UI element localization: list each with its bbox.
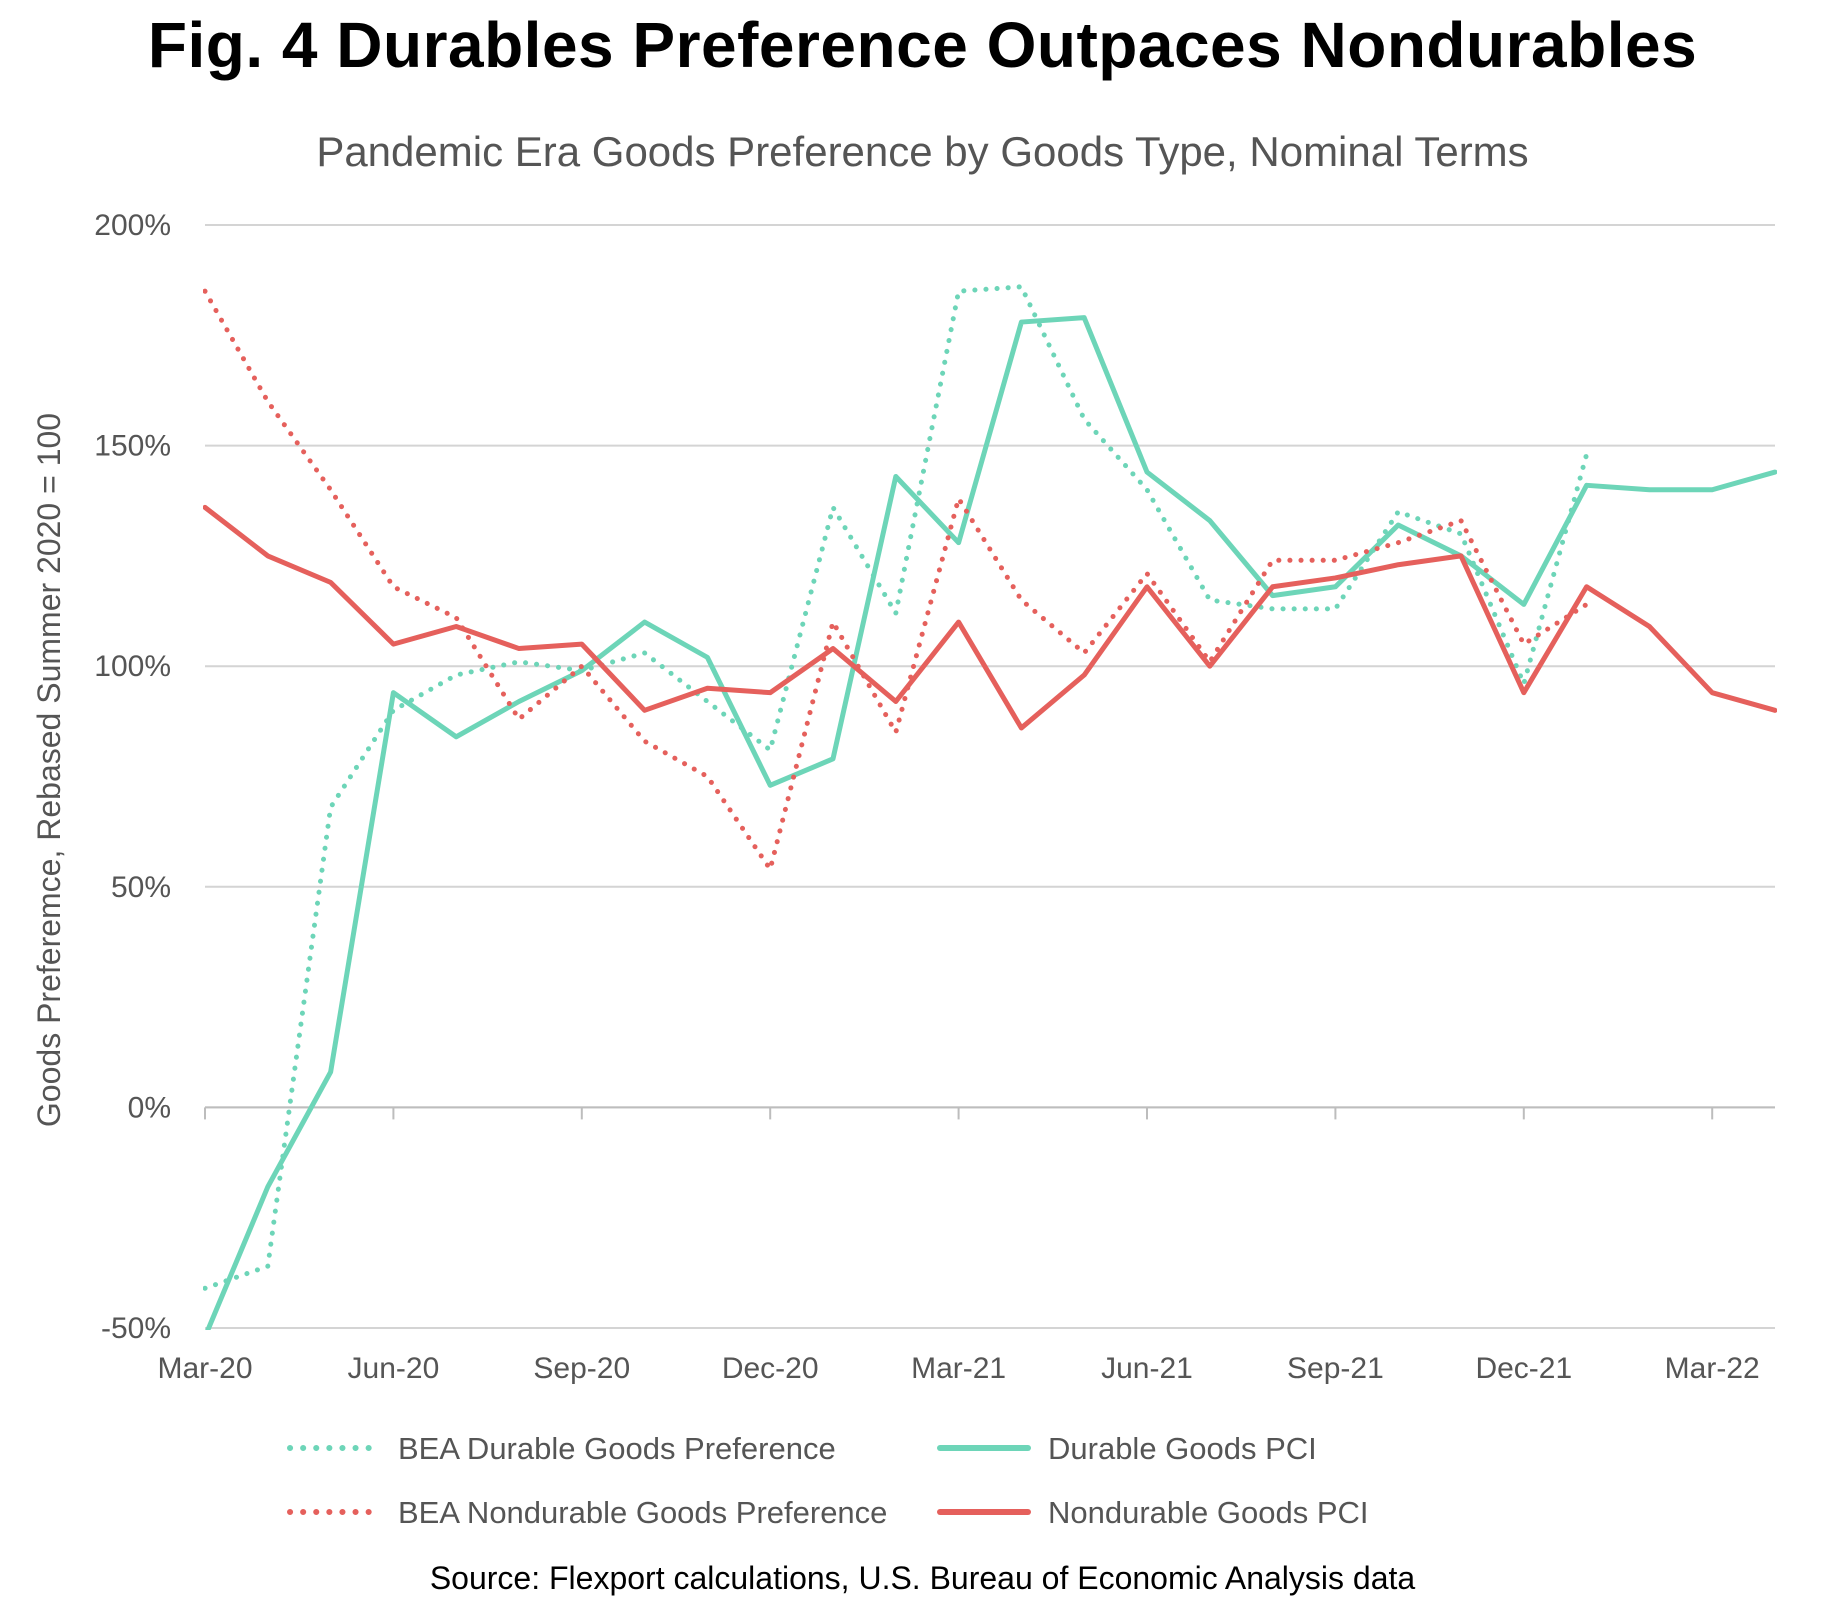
legend-item-bea-durable-goods-preference: BEA Durable Goods Preference xyxy=(287,1431,836,1466)
gridlines xyxy=(205,224,1775,1329)
chart-subtitle: Pandemic Era Goods Preference by Goods T… xyxy=(316,128,1529,175)
y-tick-label: -50% xyxy=(101,1312,171,1345)
y-axis-ticks: -50% 0% 50% 100% 150% 200% xyxy=(94,209,171,1345)
legend-item-durable-goods-pci: Durable Goods PCI xyxy=(937,1431,1317,1466)
legend-label: Durable Goods PCI xyxy=(1048,1431,1317,1466)
series-bea-durable-goods-preference xyxy=(203,284,1590,1291)
x-tick-label: Mar-21 xyxy=(911,1352,1006,1385)
legend: BEA Durable Goods Preference Durable Good… xyxy=(287,1431,1369,1530)
x-tick-label: Dec-21 xyxy=(1475,1352,1572,1385)
y-tick-label: 200% xyxy=(94,209,171,242)
series-nondurable-goods-pci xyxy=(203,504,1777,731)
y-tick-label: 100% xyxy=(94,650,171,683)
x-axis-ticks: Mar-20 Jun-20 Sep-20 Dec-20 Mar-21 Jun-21 Sep-… xyxy=(157,1106,1775,1385)
x-tick-label: Mar-20 xyxy=(157,1352,252,1385)
x-tick-label: Sep-20 xyxy=(533,1352,630,1385)
legend-item-nondurable-goods-pci: Nondurable Goods PCI xyxy=(937,1495,1369,1530)
source-note: Source: Flexport calculations, U.S. Bure… xyxy=(429,1560,1416,1596)
y-tick-label: 0% xyxy=(128,1091,171,1124)
x-tick-label: Sep-21 xyxy=(1287,1352,1384,1385)
legend-label: Nondurable Goods PCI xyxy=(1048,1495,1369,1530)
x-tick-label: Jun-21 xyxy=(1101,1352,1193,1385)
series-lines xyxy=(203,284,1777,1330)
chart-title: Fig. 4 Durables Preference Outpaces Nond… xyxy=(147,9,1698,81)
y-tick-label: 50% xyxy=(111,871,171,904)
series-bea-nondurable-goods-preference xyxy=(203,288,1590,872)
legend-label: BEA Nondurable Goods Preference xyxy=(398,1495,887,1530)
series-durable-goods-pci xyxy=(205,315,1777,1330)
x-tick-label: Dec-20 xyxy=(722,1352,819,1385)
legend-item-bea-nondurable-goods-preference: BEA Nondurable Goods Preference xyxy=(287,1495,887,1530)
x-tick-label: Mar-22 xyxy=(1665,1352,1760,1385)
x-tick-label: Jun-20 xyxy=(348,1352,440,1385)
legend-label: BEA Durable Goods Preference xyxy=(398,1431,836,1466)
y-tick-label: 150% xyxy=(94,430,171,463)
y-axis-title: Goods Preferemce, Rebased Summer 2020 = … xyxy=(31,413,67,1127)
